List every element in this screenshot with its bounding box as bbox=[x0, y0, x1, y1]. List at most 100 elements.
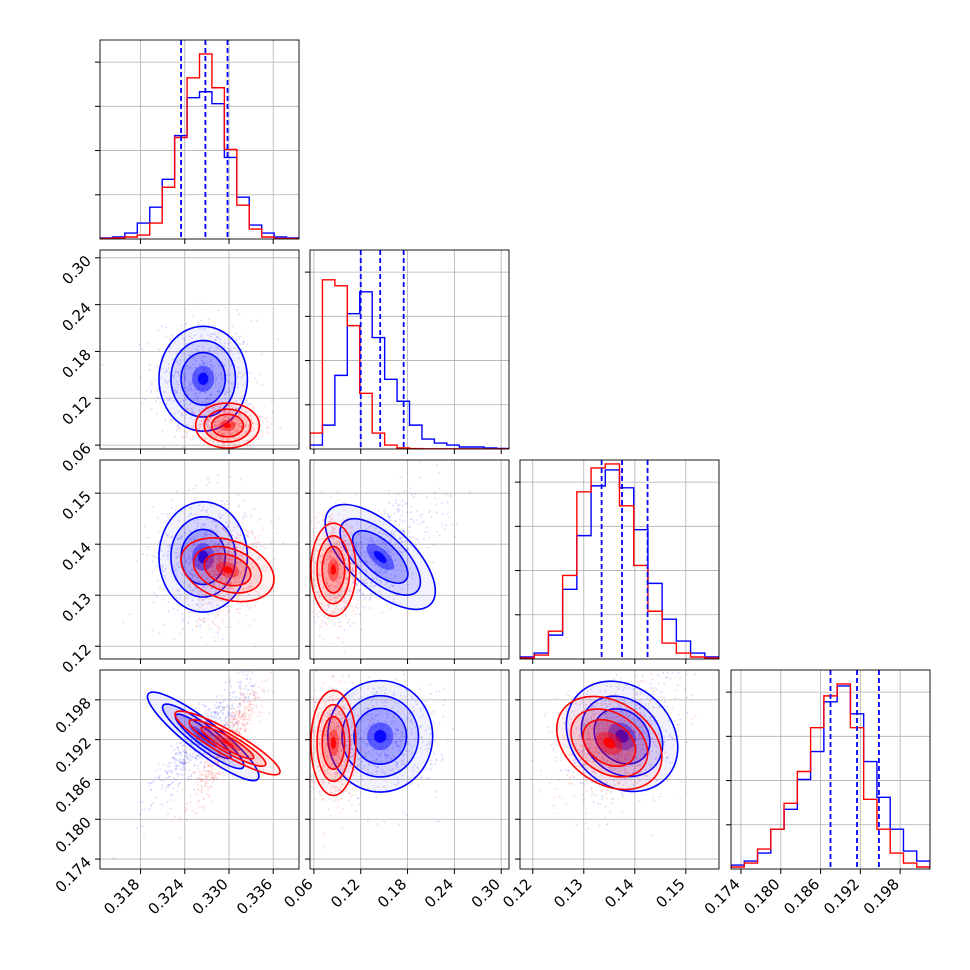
sample-point bbox=[219, 385, 222, 388]
sample-point bbox=[333, 585, 336, 588]
sample-point bbox=[446, 501, 449, 504]
sample-point bbox=[242, 340, 245, 343]
sample-point bbox=[340, 568, 343, 571]
sample-point bbox=[174, 552, 177, 554]
sample-point bbox=[219, 757, 222, 760]
sample-point bbox=[228, 593, 231, 596]
sample-point bbox=[177, 424, 179, 427]
sample-point bbox=[313, 534, 316, 537]
sample-point bbox=[221, 573, 224, 575]
sample-point bbox=[190, 410, 193, 413]
sample-point bbox=[206, 410, 208, 413]
sample-point bbox=[203, 705, 206, 708]
y-tick-label: 0.12 bbox=[58, 392, 94, 428]
sample-point bbox=[222, 410, 225, 413]
sample-point bbox=[225, 580, 228, 582]
sample-point bbox=[320, 619, 323, 622]
sample-point bbox=[377, 753, 380, 756]
sample-point bbox=[208, 754, 211, 757]
sample-point bbox=[224, 720, 227, 723]
sample-point bbox=[222, 727, 225, 730]
sample-point bbox=[325, 559, 328, 562]
sample-point bbox=[389, 769, 392, 772]
sample-point bbox=[173, 748, 176, 751]
sample-point bbox=[411, 536, 414, 539]
sample-point bbox=[206, 419, 209, 422]
sample-point bbox=[235, 608, 238, 611]
sample-point bbox=[446, 512, 449, 515]
sample-point bbox=[177, 590, 179, 593]
sample-point bbox=[212, 324, 215, 327]
sample-point bbox=[251, 708, 254, 711]
sample-point bbox=[403, 550, 405, 553]
sample-point bbox=[171, 781, 174, 784]
sample-point bbox=[211, 415, 214, 418]
sample-point bbox=[219, 430, 222, 432]
y-tick-label: 0.198 bbox=[52, 694, 95, 737]
sample-point bbox=[206, 533, 209, 536]
sample-point bbox=[169, 419, 172, 422]
sample-point bbox=[207, 425, 210, 427]
sample-point bbox=[235, 419, 238, 422]
sample-point bbox=[215, 706, 218, 709]
sample-point bbox=[334, 580, 337, 583]
sample-point bbox=[185, 748, 188, 751]
sample-point bbox=[222, 756, 225, 759]
sample-point bbox=[426, 496, 428, 498]
sample-point bbox=[208, 557, 211, 560]
sample-point bbox=[198, 777, 201, 780]
sample-point bbox=[238, 569, 241, 571]
sample-point bbox=[172, 598, 175, 601]
sample-point bbox=[399, 738, 402, 741]
sample-point bbox=[385, 721, 388, 724]
sample-point bbox=[187, 778, 190, 781]
sample-point bbox=[447, 740, 449, 743]
sample-point bbox=[177, 370, 180, 373]
sample-point bbox=[169, 769, 172, 772]
sample-point bbox=[205, 388, 208, 391]
sample-point bbox=[210, 393, 213, 396]
sample-point bbox=[219, 564, 222, 567]
sample-point bbox=[389, 555, 392, 558]
sample-point bbox=[158, 540, 161, 543]
sample-point bbox=[380, 564, 382, 567]
sample-point bbox=[188, 742, 191, 745]
sample-point bbox=[212, 636, 215, 639]
sample-point bbox=[203, 532, 206, 535]
sample-point bbox=[384, 700, 387, 703]
sample-point bbox=[219, 754, 222, 757]
sample-point bbox=[193, 772, 196, 775]
sample-point bbox=[370, 716, 373, 719]
sample-point bbox=[367, 707, 370, 710]
panel-frame bbox=[99, 669, 300, 870]
sample-point bbox=[226, 432, 229, 435]
sample-point bbox=[392, 566, 395, 569]
sample-point bbox=[161, 325, 163, 328]
sample-point bbox=[190, 538, 193, 541]
sample-point bbox=[323, 519, 326, 522]
sample-point bbox=[242, 706, 245, 708]
sample-point bbox=[249, 585, 252, 587]
sample-point bbox=[216, 428, 219, 431]
sample-point bbox=[228, 764, 231, 767]
sample-point bbox=[356, 603, 359, 606]
sample-point bbox=[218, 547, 221, 550]
sample-point bbox=[313, 553, 316, 556]
sample-point bbox=[210, 393, 212, 396]
sample-point bbox=[324, 563, 327, 566]
sample-point bbox=[174, 435, 177, 438]
sample-point bbox=[250, 418, 253, 421]
sample-point bbox=[232, 695, 235, 698]
sample-point bbox=[344, 521, 347, 524]
sample-point bbox=[238, 712, 241, 715]
sample-point bbox=[416, 510, 419, 513]
sample-point bbox=[251, 508, 253, 511]
y-tick-label: 0.14 bbox=[58, 538, 94, 574]
sample-point bbox=[191, 344, 194, 347]
sample-point bbox=[170, 333, 173, 336]
sample-point bbox=[312, 531, 315, 534]
sample-point bbox=[191, 550, 194, 553]
sample-point bbox=[380, 569, 383, 572]
sample-point bbox=[167, 770, 170, 773]
y-tick-label: 0.15 bbox=[58, 487, 94, 523]
